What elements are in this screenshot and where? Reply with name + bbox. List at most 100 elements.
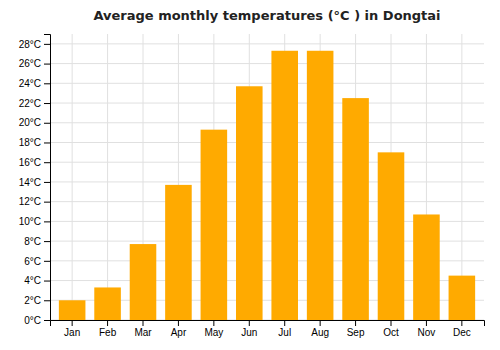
tick-mark bbox=[44, 142, 50, 143]
tick: 20°C bbox=[19, 117, 50, 128]
tick: 28°C bbox=[19, 39, 50, 50]
tick: Dec bbox=[453, 320, 471, 338]
tick-label: 24°C bbox=[19, 78, 41, 89]
grid-line-y bbox=[50, 181, 484, 182]
tick-mark bbox=[461, 320, 462, 326]
tick-label: 6°C bbox=[24, 256, 41, 267]
tick-label: 10°C bbox=[19, 216, 41, 227]
tick-label: Nov bbox=[418, 327, 436, 338]
tick-label: 14°C bbox=[19, 177, 41, 188]
tick-mark bbox=[178, 320, 179, 326]
tick-mark bbox=[44, 281, 50, 282]
bar bbox=[201, 130, 228, 320]
chart-svg: 0°C2°C4°C6°C8°C10°C12°C14°C16°C18°C20°C2… bbox=[0, 0, 500, 350]
grid-line-y bbox=[50, 103, 484, 104]
y-axis: 0°C2°C4°C6°C8°C10°C12°C14°C16°C18°C20°C2… bbox=[19, 35, 51, 326]
tick-label: 16°C bbox=[19, 157, 41, 168]
tick-mark bbox=[44, 64, 50, 65]
tick-mark bbox=[143, 320, 144, 326]
tick-mark bbox=[44, 103, 50, 104]
tick: Feb bbox=[99, 320, 117, 338]
tick: May bbox=[204, 320, 223, 338]
tick: Jul bbox=[278, 320, 291, 338]
tick-mark bbox=[44, 221, 50, 222]
tick-label: Jul bbox=[278, 327, 291, 338]
tick-label: 26°C bbox=[19, 58, 41, 69]
tick-label: 28°C bbox=[19, 39, 41, 50]
tick: 12°C bbox=[19, 196, 50, 207]
tick-mark bbox=[284, 320, 285, 326]
grid-line-y bbox=[50, 201, 484, 202]
plot-area: 0°C2°C4°C6°C8°C10°C12°C14°C16°C18°C20°C2… bbox=[19, 34, 485, 338]
tick: 6°C bbox=[24, 256, 50, 267]
bar bbox=[130, 244, 157, 320]
bar bbox=[307, 51, 334, 320]
tick-label: Oct bbox=[383, 327, 399, 338]
tick: 0°C bbox=[24, 315, 50, 326]
tick-mark bbox=[44, 83, 50, 84]
bar bbox=[271, 51, 298, 320]
grid-line-y bbox=[50, 83, 484, 84]
tick: 16°C bbox=[19, 157, 50, 168]
tick: 4°C bbox=[24, 275, 50, 286]
tick-label: Dec bbox=[453, 327, 471, 338]
tick-mark bbox=[44, 261, 50, 262]
tick: 24°C bbox=[19, 78, 50, 89]
tick-mark bbox=[44, 182, 50, 183]
tick-label: Mar bbox=[134, 327, 152, 338]
grid-line-y bbox=[50, 122, 484, 123]
tick: Oct bbox=[383, 320, 399, 338]
grid-line-x bbox=[107, 34, 108, 320]
tick-label: Feb bbox=[99, 327, 117, 338]
axis-line bbox=[51, 321, 485, 327]
bars bbox=[59, 51, 475, 320]
bar bbox=[342, 98, 369, 320]
tick: Sep bbox=[347, 320, 365, 338]
tick-mark bbox=[426, 320, 427, 326]
tick-label: 0°C bbox=[24, 315, 41, 326]
tick: Jan bbox=[64, 320, 80, 338]
tick: 22°C bbox=[19, 98, 50, 109]
tick: 14°C bbox=[19, 177, 50, 188]
grid-line-x bbox=[72, 34, 73, 320]
tick-label: 4°C bbox=[24, 275, 41, 286]
bar bbox=[378, 152, 405, 320]
bar bbox=[59, 300, 86, 320]
tick-mark bbox=[44, 320, 50, 321]
tick-label: 18°C bbox=[19, 137, 41, 148]
tick-mark bbox=[72, 320, 73, 326]
tick-label: Apr bbox=[171, 327, 187, 338]
tick: Nov bbox=[418, 320, 436, 338]
tick: 10°C bbox=[19, 216, 50, 227]
tick: 2°C bbox=[24, 295, 50, 306]
tick-label: Jun bbox=[241, 327, 257, 338]
chart-container: 0°C2°C4°C6°C8°C10°C12°C14°C16°C18°C20°C2… bbox=[0, 0, 500, 350]
bar bbox=[413, 214, 440, 320]
bar bbox=[236, 86, 263, 320]
tick-mark bbox=[44, 44, 50, 45]
tick-label: 22°C bbox=[19, 98, 41, 109]
tick-mark bbox=[320, 320, 321, 326]
tick-mark bbox=[44, 202, 50, 203]
tick-mark bbox=[44, 162, 50, 163]
tick: 18°C bbox=[19, 137, 50, 148]
tick-mark bbox=[107, 320, 108, 326]
tick-label: 12°C bbox=[19, 196, 41, 207]
bar bbox=[94, 287, 121, 320]
tick: 26°C bbox=[19, 58, 50, 69]
grid bbox=[50, 34, 484, 320]
tick-mark bbox=[213, 320, 214, 326]
tick-mark bbox=[391, 320, 392, 326]
grid-line-y bbox=[50, 63, 484, 64]
grid-line-y bbox=[50, 162, 484, 163]
tick-label: Aug bbox=[311, 327, 329, 338]
x-axis: Jan Feb Mar Apr May Jun Jul Aug Sep Oct Nov Dec bbox=[51, 320, 485, 338]
tick-mark bbox=[44, 241, 50, 242]
axis-line bbox=[44, 35, 51, 321]
tick-label: May bbox=[204, 327, 223, 338]
tick: Jun bbox=[241, 320, 257, 338]
tick: Mar bbox=[134, 320, 152, 338]
tick-label: 20°C bbox=[19, 117, 41, 128]
tick-mark bbox=[44, 300, 50, 301]
bar bbox=[165, 185, 192, 320]
